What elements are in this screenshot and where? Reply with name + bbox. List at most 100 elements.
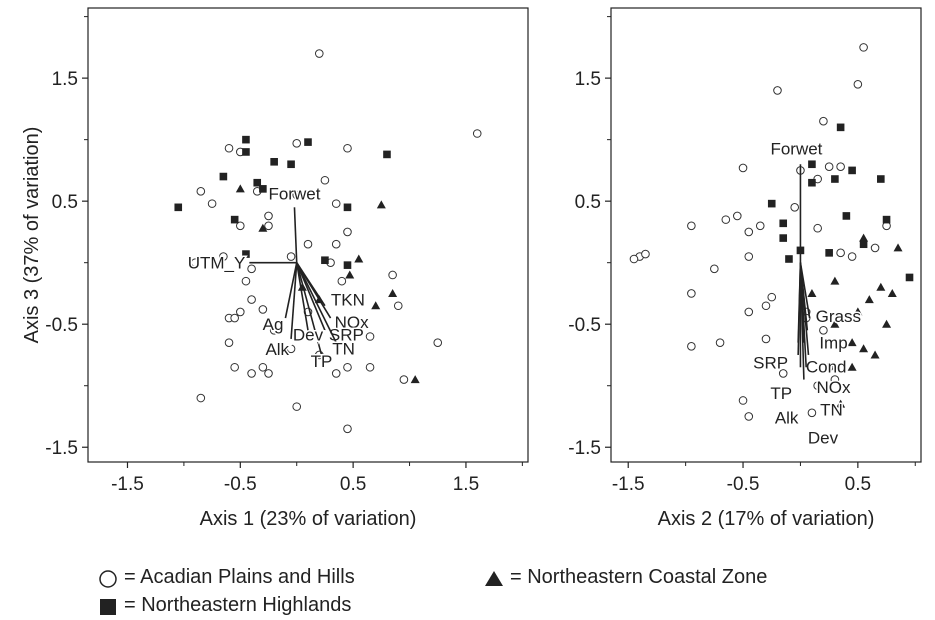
data-point-acadian bbox=[710, 264, 719, 274]
data-point-acadian bbox=[343, 362, 352, 372]
data-point-acadian bbox=[629, 254, 639, 264]
data-point-acadian bbox=[393, 301, 403, 311]
data-point-acadian bbox=[331, 199, 341, 208]
data-point-highlands bbox=[848, 166, 856, 175]
x-tick-label: -0.5 bbox=[727, 474, 760, 495]
data-point-coastal bbox=[847, 362, 857, 371]
data-point-acadian bbox=[744, 412, 754, 421]
data-point-highlands bbox=[304, 138, 312, 146]
data-point-acadian bbox=[687, 342, 696, 351]
data-point-acadian bbox=[343, 227, 352, 237]
vector-label: TP bbox=[770, 384, 792, 403]
vector-label: Imp bbox=[819, 333, 847, 352]
data-point-acadian bbox=[824, 162, 834, 172]
data-point-acadian bbox=[247, 264, 256, 274]
x-tick-label: 0.5 bbox=[340, 474, 366, 495]
data-point-coastal bbox=[807, 288, 817, 297]
vector-label: TP bbox=[311, 352, 333, 371]
vector-label: UTM_Y bbox=[188, 254, 246, 273]
vector-line bbox=[290, 262, 298, 340]
data-point-coastal bbox=[882, 319, 892, 328]
data-point-acadian bbox=[744, 227, 754, 237]
data-point-coastal bbox=[887, 288, 897, 297]
vector-line bbox=[296, 262, 332, 319]
vector-label: Forwet bbox=[268, 184, 320, 203]
data-point-acadian bbox=[433, 338, 443, 347]
data-point-acadian bbox=[224, 338, 234, 347]
y-tick-label: -0.5 bbox=[45, 315, 78, 336]
data-point-coastal bbox=[859, 233, 869, 242]
vector-label: Alk bbox=[265, 340, 289, 359]
vector-label: TN bbox=[332, 340, 355, 359]
vector-line bbox=[295, 262, 323, 356]
data-point-coastal bbox=[830, 276, 840, 285]
x-tick-label: -1.5 bbox=[111, 474, 144, 495]
data-point-acadian bbox=[236, 221, 245, 231]
y-tick-label: 1.5 bbox=[52, 69, 78, 90]
vector-label: Ag bbox=[263, 315, 284, 334]
y-tick-label: 1.5 bbox=[575, 69, 601, 90]
data-point-acadian bbox=[219, 252, 228, 261]
data-point-acadian bbox=[721, 215, 731, 224]
y-axis-label: Axis 3 (37% of variation) bbox=[21, 127, 43, 344]
vector-line bbox=[296, 262, 337, 344]
data-point-coastal bbox=[371, 301, 381, 310]
data-point-highlands bbox=[343, 261, 352, 269]
data-point-acadian bbox=[813, 381, 822, 391]
x-tick-label: 0.5 bbox=[845, 474, 871, 495]
vector-label: Cond bbox=[806, 358, 847, 377]
data-point-coastal bbox=[258, 223, 268, 232]
data-point-acadian bbox=[388, 270, 397, 280]
data-point-highlands bbox=[808, 178, 816, 187]
data-point-acadian bbox=[819, 116, 828, 126]
vector-label: SRP bbox=[753, 354, 788, 373]
vector-label: Forwet bbox=[770, 139, 822, 158]
data-point-highlands bbox=[383, 150, 391, 159]
data-point-acadian bbox=[807, 408, 817, 418]
data-point-acadian bbox=[790, 203, 800, 212]
data-point-highlands bbox=[785, 255, 793, 263]
data-point-highlands bbox=[287, 160, 295, 169]
data-point-highlands bbox=[859, 240, 868, 249]
data-point-highlands bbox=[230, 215, 239, 224]
data-point-acadian bbox=[241, 276, 251, 286]
data-point-acadian bbox=[337, 276, 347, 286]
data-point-acadian bbox=[767, 292, 777, 302]
data-point-acadian bbox=[847, 252, 857, 261]
data-point-coastal bbox=[876, 282, 886, 291]
data-point-coastal bbox=[388, 288, 398, 297]
y-tick-label: -1.5 bbox=[568, 438, 601, 459]
data-point-acadian bbox=[744, 307, 754, 317]
data-point-highlands bbox=[842, 212, 851, 220]
data-point-coastal bbox=[893, 243, 903, 252]
data-point-highlands bbox=[779, 219, 788, 228]
data-point-highlands bbox=[825, 249, 833, 257]
data-point-acadian bbox=[813, 223, 822, 233]
data-point-acadian bbox=[687, 289, 696, 298]
data-point-acadian bbox=[830, 375, 840, 384]
data-point-acadian bbox=[258, 362, 268, 372]
vector-label: TKN bbox=[331, 291, 365, 310]
data-point-highlands bbox=[219, 172, 228, 181]
data-point-acadian bbox=[286, 344, 296, 354]
data-point-highlands bbox=[779, 234, 788, 242]
data-point-acadian bbox=[331, 369, 341, 378]
data-point-highlands bbox=[242, 135, 250, 144]
data-point-highlands bbox=[836, 123, 845, 132]
y-tick-label: -1.5 bbox=[45, 438, 78, 459]
data-point-acadian bbox=[472, 129, 482, 138]
data-point-coastal bbox=[345, 270, 355, 279]
data-point-highlands bbox=[259, 185, 267, 193]
vector-label: Grass bbox=[816, 307, 861, 326]
data-point-acadian bbox=[761, 301, 771, 311]
data-point-acadian bbox=[196, 393, 206, 403]
data-point-acadian bbox=[230, 313, 239, 323]
data-point-highlands bbox=[174, 203, 183, 212]
data-point-acadian bbox=[258, 305, 268, 314]
data-point-acadian bbox=[819, 326, 828, 335]
data-point-acadian bbox=[292, 190, 302, 200]
data-point-acadian bbox=[824, 362, 834, 372]
vector-label: NOx bbox=[816, 378, 851, 397]
plot-frame bbox=[610, 7, 922, 463]
vector-line bbox=[293, 207, 298, 263]
